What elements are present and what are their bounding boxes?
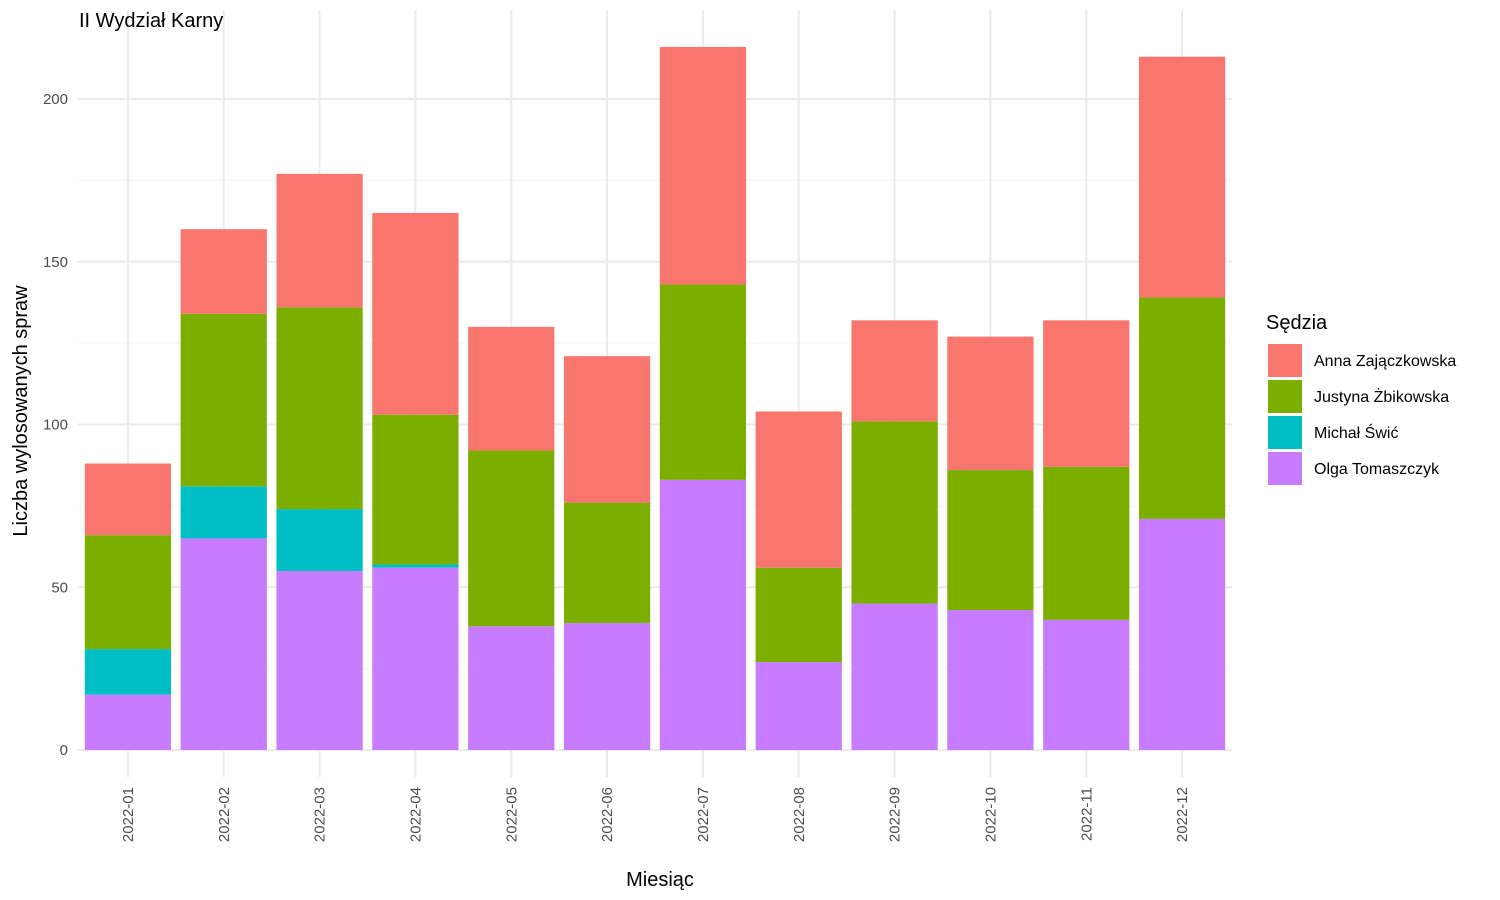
y-tick-label: 0	[60, 742, 68, 759]
legend-label: Michał Świć	[1314, 423, 1398, 442]
bar-segment	[84, 694, 172, 750]
bar-segment	[84, 535, 172, 650]
legend: Sędzia Anna Zajączkowska Justyna Żbikowsk…	[1266, 312, 1456, 485]
x-tick-label: 2022-07	[695, 787, 712, 842]
bar-segment	[180, 486, 267, 539]
x-tick-label: 2022-08	[791, 787, 808, 842]
legend-label: Anna Zajączkowska	[1314, 353, 1456, 370]
x-tick-label: 2022-02	[216, 787, 233, 842]
bar-segment	[947, 470, 1034, 611]
bar-segment	[1138, 518, 1226, 750]
x-tick-label: 2022-03	[312, 787, 329, 842]
bar-segment	[468, 326, 555, 451]
y-tick-label: 50	[51, 579, 68, 596]
bar-segment	[84, 463, 172, 536]
x-tick-label: 2022-05	[503, 787, 520, 842]
bar-segment	[851, 603, 938, 750]
y-tick-label: 200	[43, 91, 68, 108]
x-tick-label: 2022-10	[982, 787, 999, 842]
bar-segment	[659, 284, 747, 480]
y-axis-ticks: 0 50 100 150 200	[43, 91, 68, 759]
y-tick-label: 150	[43, 254, 68, 271]
bar-segment	[468, 450, 555, 627]
bar-segment	[180, 229, 267, 314]
bar-segment	[851, 320, 938, 422]
bar-segment	[180, 538, 267, 750]
chart-title: II Wydział Karny	[79, 10, 223, 32]
bar-segment	[468, 626, 555, 750]
x-axis-title: Miesiąc	[626, 869, 694, 891]
bar-segment	[84, 649, 172, 695]
x-tick-label: 2022-11	[1078, 787, 1095, 841]
bar-segment	[372, 414, 459, 565]
bar-segment	[755, 567, 842, 663]
bar-segment	[563, 623, 651, 750]
bar-segment	[659, 46, 747, 285]
bar-segment	[947, 610, 1034, 750]
x-axis-ticks: 2022-01 2022-02 2022-03 2022-04 2022-05 2022-…	[120, 787, 1191, 842]
legend-swatch	[1268, 380, 1302, 413]
bar-segment	[1043, 466, 1130, 620]
bar-segment	[1043, 619, 1130, 750]
bar-segment	[372, 212, 459, 415]
bar-segment	[659, 479, 747, 750]
legend-label: Olga Tomaszczyk	[1314, 461, 1440, 478]
bar-segment	[1043, 320, 1130, 467]
bar-segment	[1138, 297, 1226, 519]
y-tick-label: 100	[43, 417, 68, 434]
bar-segment	[563, 356, 651, 503]
x-tick-label: 2022-06	[599, 787, 616, 842]
x-tick-label: 2022-09	[887, 787, 904, 842]
bar-segment	[372, 564, 459, 568]
bar-segment	[755, 411, 842, 568]
bar-segment	[1138, 56, 1226, 298]
legend-label: Justyna Żbikowska	[1314, 387, 1449, 406]
bars	[84, 46, 1226, 750]
bar-segment	[276, 307, 363, 510]
bar-segment	[276, 509, 363, 571]
bar-segment	[755, 662, 842, 750]
bar-segment	[947, 336, 1034, 471]
x-tick-label: 2022-12	[1174, 787, 1191, 842]
bar-segment	[563, 502, 651, 624]
y-axis-title: Liczba wylosowanych spraw	[10, 285, 32, 537]
bar-segment	[851, 421, 938, 604]
x-tick-label: 2022-04	[407, 787, 424, 842]
bar-segment	[372, 567, 459, 750]
bar-segment	[180, 313, 267, 487]
bar-segment	[276, 570, 363, 750]
legend-swatch	[1268, 416, 1302, 449]
legend-title: Sędzia	[1266, 312, 1328, 334]
x-tick-label: 2022-01	[120, 787, 137, 842]
bar-segment	[276, 173, 363, 308]
legend-swatch	[1268, 452, 1302, 485]
legend-swatch	[1268, 344, 1302, 377]
